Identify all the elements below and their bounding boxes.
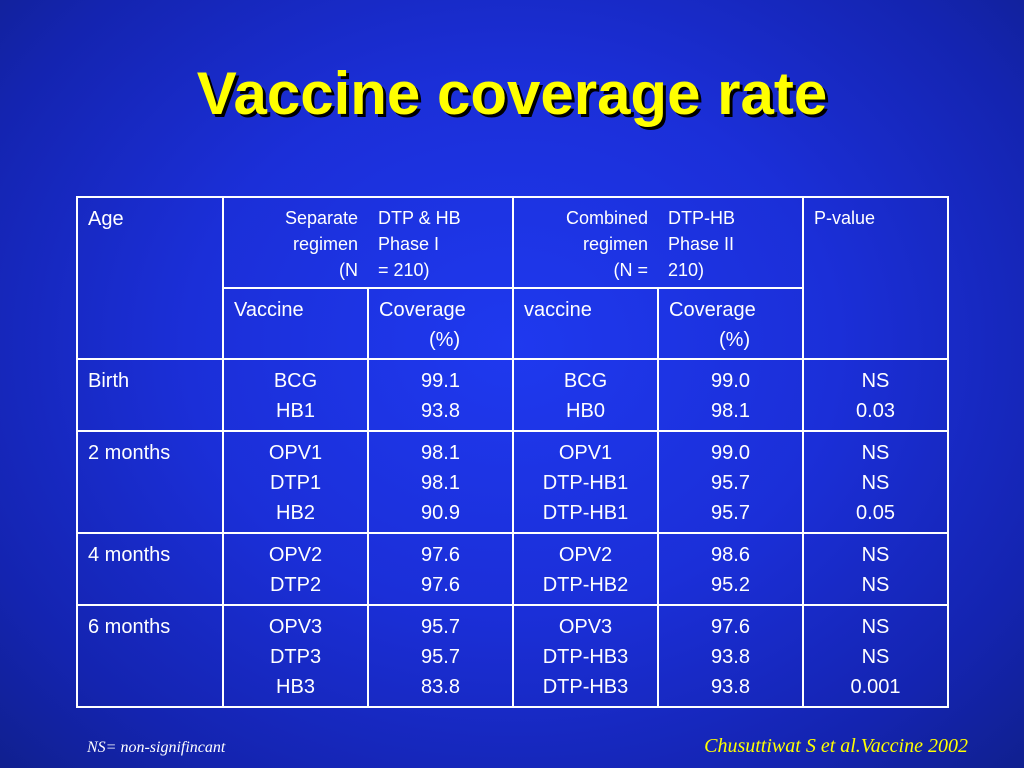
cell-vaccine-separate: OPV2 DTP2: [222, 532, 369, 606]
cell-vaccine-separate: OPV3 DTP3 HB3: [222, 604, 369, 708]
cell-vaccine-separate: OPV1 DTP1 HB2: [222, 430, 369, 534]
cell-coverage-combined: 97.6 93.8 93.8: [656, 604, 805, 708]
cell-age: 6 months: [76, 604, 224, 708]
footnote: NS= non-signifincant: [87, 739, 226, 756]
cell-coverage-separate: 99.1 93.8: [367, 358, 514, 432]
table-row: Birth BCG HB1 99.1 93.8 BCG HB0 99.0 98.1 NS 0.03: [76, 358, 950, 432]
cell-age: 2 months: [76, 430, 224, 534]
table-row: 4 months OPV2 DTP2 97.6 97.6 OPV2 DTP-HB2 98.6 9…: [76, 532, 950, 606]
cell-pvalue: NS NS 0.001: [802, 604, 950, 708]
cell-vaccine-combined: OPV1 DTP-HB1 DTP-HB1: [512, 430, 659, 534]
cell-coverage-combined: 99.0 98.1: [656, 358, 805, 432]
cell-coverage-separate: 97.6 97.6: [367, 532, 514, 606]
coverage-table: Age Separate regimen (N DTP & HB Phase I…: [76, 196, 950, 708]
header-vaccine-combined: vaccine: [512, 287, 659, 360]
header-age: Age: [76, 196, 224, 360]
table-row: 2 months OPV1 DTP1 HB2 98.1 98.1 90.9 OPV1 DTP-H…: [76, 430, 950, 534]
header-coverage-separate: Coverage (%): [367, 287, 514, 360]
header-vaccine-separate: Vaccine: [222, 287, 369, 360]
cell-coverage-separate: 98.1 98.1 90.9: [367, 430, 514, 534]
cell-age: Birth: [76, 358, 224, 432]
cell-vaccine-combined: BCG HB0: [512, 358, 659, 432]
header-coverage-combined: Coverage (%): [656, 287, 805, 360]
cell-age: 4 months: [76, 532, 224, 606]
cell-coverage-combined: 98.6 95.2: [656, 532, 805, 606]
cell-coverage-separate: 95.7 95.7 83.8: [367, 604, 514, 708]
cell-pvalue: NS NS 0.05: [802, 430, 950, 534]
cell-vaccine-separate: BCG HB1: [222, 358, 369, 432]
cell-pvalue: NS 0.03: [802, 358, 950, 432]
header-combined-regimen: Combined regimen (N = DTP-HB Phase II 21…: [511, 196, 805, 289]
cell-coverage-combined: 99.0 95.7 95.7: [656, 430, 805, 534]
header-separate-regimen: Separate regimen (N DTP & HB Phase I = 2…: [222, 196, 514, 289]
slide-title: Vaccine coverage rate: [196, 60, 828, 127]
cell-pvalue: NS NS: [802, 532, 950, 606]
cell-vaccine-combined: OPV2 DTP-HB2: [512, 532, 659, 606]
table-row: 6 months OPV3 DTP3 HB3 95.7 95.7 83.8 OPV3 DTP-H…: [76, 604, 950, 708]
header-pvalue: P-value: [802, 196, 950, 360]
citation: Chusuttiwat S et al.Vaccine 2002: [704, 735, 968, 757]
cell-vaccine-combined: OPV3 DTP-HB3 DTP-HB3: [512, 604, 659, 708]
